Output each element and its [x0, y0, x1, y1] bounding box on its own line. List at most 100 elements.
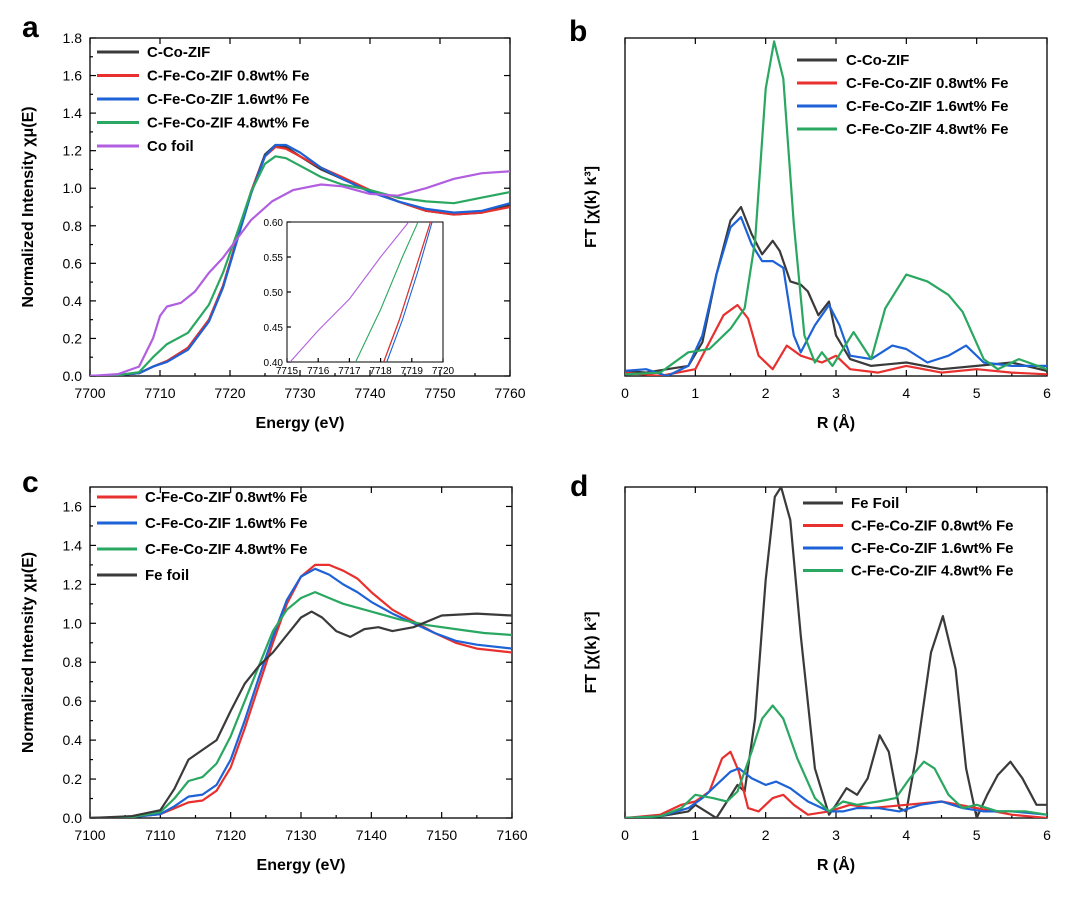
- x-tick-label: 1: [691, 385, 699, 401]
- x-tick-label: 7110: [145, 827, 175, 843]
- legend-entry: Fe foil: [145, 567, 189, 584]
- inset-y-tick-label: 0.45: [264, 323, 284, 334]
- legend: C-Co-ZIF C-Fe-Co-ZIF 0.8wt% Fe C-Fe-Co-ZIF…: [97, 44, 310, 155]
- panel-letter: c: [22, 466, 39, 499]
- x-tick-label: 7720: [214, 385, 245, 401]
- legend-entry: C-Fe-Co-ZIF 4.8wt% Fe: [147, 115, 310, 132]
- series-group: [625, 487, 1047, 818]
- inset-series-line-1: [355, 222, 419, 362]
- inset-x-tick-label: 7718: [369, 366, 392, 377]
- panel-letter: d: [570, 470, 588, 503]
- y-tick-label: 0.2: [63, 771, 83, 787]
- y-axis-title: FT [χ(k) k³]: [583, 166, 600, 248]
- legend-entry: C-Fe-Co-ZIF 1.6wt% Fe: [851, 540, 1014, 557]
- x-tick-label: 7160: [496, 827, 527, 843]
- y-axis-title: Normalized Intensity χμ(E): [20, 106, 37, 307]
- y-tick-label: 1.2: [63, 576, 83, 592]
- x-axis-title: R (Å): [817, 413, 855, 432]
- x-tick-label: 6: [1043, 385, 1051, 401]
- series-line-0: [90, 563, 512, 818]
- series-line-1: [90, 567, 512, 818]
- x-tick-label: 3: [832, 827, 840, 843]
- x-tick-label: 4: [902, 827, 910, 843]
- y-tick-label: 1.2: [63, 143, 83, 159]
- y-tick-label: 0.6: [63, 693, 83, 709]
- x-axis-title: Energy (eV): [257, 857, 346, 874]
- legend-entry: C-Fe-Co-ZIF 0.8wt% Fe: [147, 68, 310, 85]
- y-tick-label: 1.0: [63, 180, 83, 196]
- y-tick-label: 1.0: [63, 615, 83, 631]
- panel-a: a 7700 7710 7720 7730 7740 7750 7760 Energy (eV)…: [20, 11, 526, 432]
- legend-entry: C-Fe-Co-ZIF 4.8wt% Fe: [846, 121, 1009, 138]
- series-line-2: [90, 591, 512, 818]
- legend-entry: C-Fe-Co-ZIF 1.6wt% Fe: [147, 91, 310, 108]
- panel-d: d 0 1 2 3 4 5 6 R (Å) FT [χ(k) k³] Fe Foil C-Fe-Co-…: [570, 470, 1051, 874]
- inset-x-tick-label: 7720: [432, 366, 455, 377]
- series-line-4: [90, 170, 510, 376]
- panel-b: b 0 1 2 3 4 5 6 R (Å) FT [χ(k) k³] C-Co-ZIF C-Fe-Co…: [569, 15, 1051, 432]
- y-tick-label: 0.8: [63, 218, 83, 234]
- legend: C-Co-ZIF C-Fe-Co-ZIF 0.8wt% Fe C-Fe-Co-ZIF…: [797, 52, 1009, 138]
- x-tick-label: 7730: [284, 385, 315, 401]
- panel-letter: a: [22, 11, 39, 44]
- y-axis-title: FT [χ(k) k³]: [583, 611, 600, 693]
- x-tick-label: 2: [762, 827, 770, 843]
- y-tick-label: 0.6: [63, 255, 83, 271]
- y-tick-label: 1.4: [63, 105, 83, 121]
- legend-entry: C-Fe-Co-ZIF 1.6wt% Fe: [145, 515, 308, 532]
- x-tick-label: 4: [902, 385, 910, 401]
- x-axis-title: R (Å): [817, 855, 855, 874]
- legend-entry: C-Co-ZIF: [846, 52, 909, 69]
- inset-y-tick-label: 0.50: [264, 288, 284, 299]
- series-group: [90, 143, 510, 376]
- x-tick-label: 7140: [356, 827, 387, 843]
- series-line-3: [625, 40, 1047, 376]
- x-tick-label: 7100: [74, 827, 105, 843]
- series-line-3: [625, 704, 1047, 818]
- series-line-3: [90, 610, 512, 818]
- y-tick-label: 1.8: [63, 30, 83, 46]
- inset: 7715 7716 7717 7718 7719 7720 0.40 0.45 0.50 0.55…: [264, 218, 455, 377]
- x-tick-label: 0: [621, 827, 629, 843]
- legend-entry: C-Co-ZIF: [147, 44, 210, 61]
- legend: C-Fe-Co-ZIF 0.8wt% Fe C-Fe-Co-ZIF 1.6wt% …: [97, 489, 308, 584]
- x-tick-label: 7150: [426, 827, 457, 843]
- y-tick-label: 0.4: [63, 732, 83, 748]
- x-tick-label: 2: [762, 385, 770, 401]
- series-line-0: [625, 487, 1047, 818]
- x-tick-label: 7740: [354, 385, 385, 401]
- panel-letter: b: [569, 15, 587, 48]
- x-tick-label: 3: [832, 385, 840, 401]
- series-line-3: [90, 155, 510, 376]
- x-axis-title: Energy (eV): [256, 415, 345, 432]
- x-tick-label: 7120: [215, 827, 246, 843]
- legend-entry: C-Fe-Co-ZIF 1.6wt% Fe: [846, 98, 1009, 115]
- legend-entry: C-Fe-Co-ZIF 0.8wt% Fe: [145, 489, 308, 506]
- y-tick-label: 1.4: [63, 537, 83, 553]
- inset-series-line-4: [386, 222, 433, 362]
- series-group: [90, 563, 512, 818]
- inset-x-tick-label: 7717: [338, 366, 361, 377]
- y-tick-label: 0.0: [63, 810, 83, 826]
- legend-entry: C-Fe-Co-ZIF 0.8wt% Fe: [851, 518, 1014, 535]
- series-line-2: [625, 767, 1047, 818]
- series-line-2: [90, 143, 510, 376]
- legend-entry: C-Fe-Co-ZIF 4.8wt% Fe: [145, 541, 308, 558]
- legend: Fe Foil C-Fe-Co-ZIF 0.8wt% Fe C-Fe-Co-ZIF …: [803, 495, 1014, 580]
- y-tick-label: 1.6: [63, 68, 83, 84]
- x-tick-label: 7750: [424, 385, 455, 401]
- x-tick-label: 5: [973, 385, 981, 401]
- panel-c: c 7100 7110 7120 7130 7140 7150 7160 Energy (eV)…: [20, 466, 528, 874]
- x-tick-label: 7700: [74, 385, 105, 401]
- inset-series-line-0: [289, 222, 410, 362]
- inset-y-tick-label: 0.40: [264, 358, 284, 369]
- plot-frame: [624, 486, 1048, 819]
- inset-frame: [286, 221, 444, 363]
- y-tick-label: 0.0: [63, 368, 83, 384]
- series-line-1: [625, 303, 1047, 376]
- inset-y-tick-label: 0.55: [264, 253, 284, 264]
- y-axis-title: Normalized Intensity χμ(E): [20, 552, 37, 753]
- x-tick-label: 6: [1043, 827, 1051, 843]
- y-tick-label: 1.6: [63, 498, 83, 514]
